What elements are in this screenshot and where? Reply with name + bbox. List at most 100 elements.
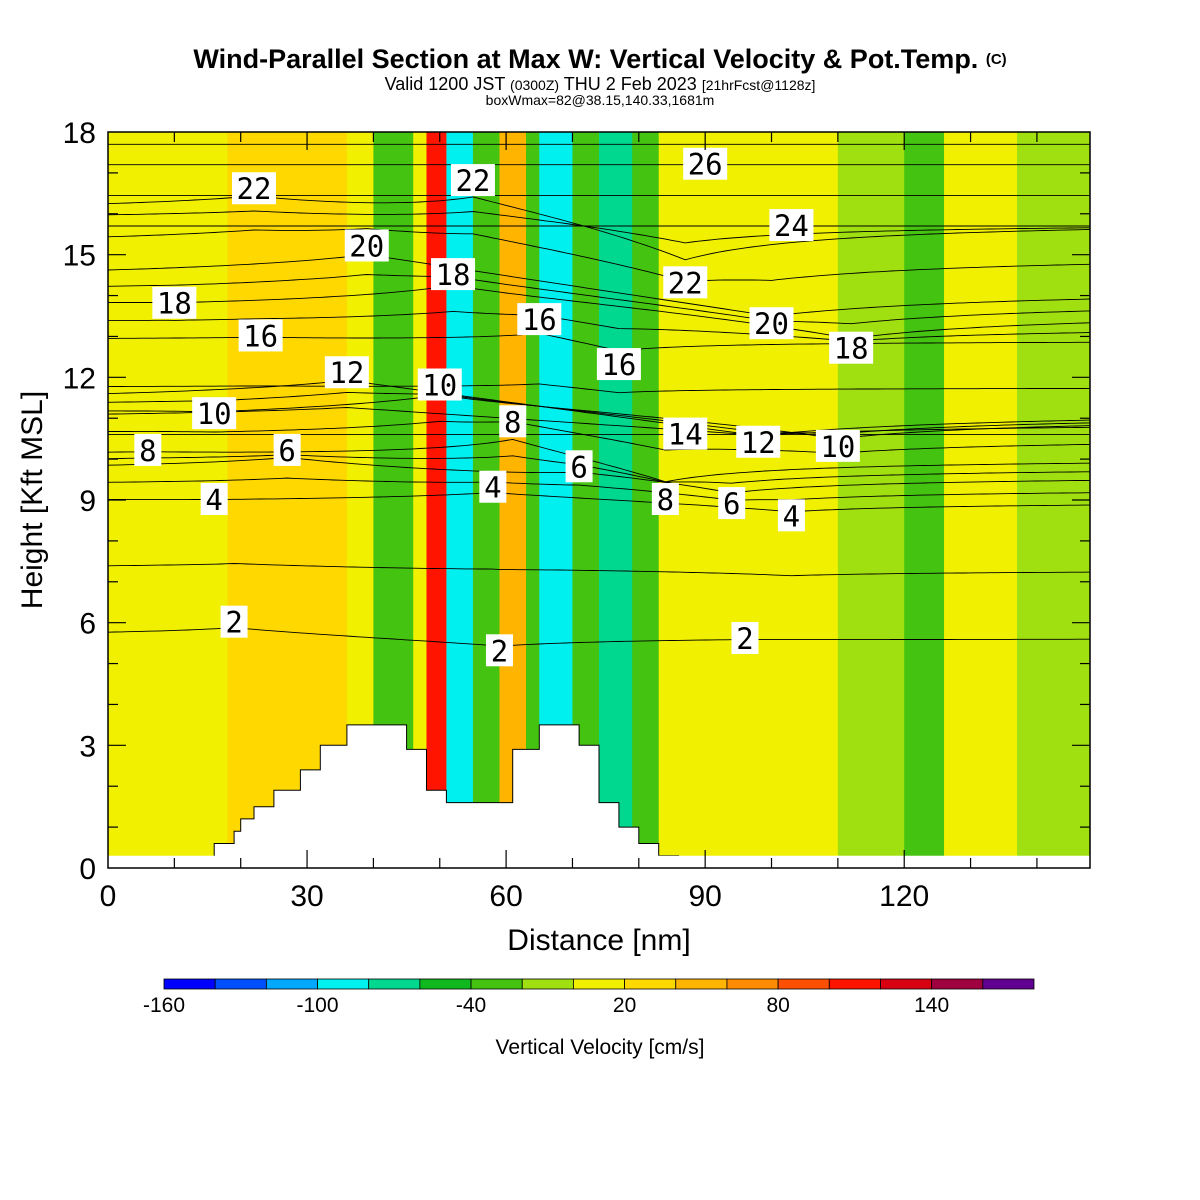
contour-label: 8: [134, 433, 162, 468]
contour-label: 8: [499, 405, 527, 439]
valid-date: THU 2 Feb 2023: [563, 74, 697, 94]
theta-contour-line: [108, 492, 1090, 513]
contour-label: 16: [517, 303, 562, 337]
colorbar-label: Vertical Velocity [cm/s]: [495, 1036, 705, 1059]
colorbar-swatch: [470, 978, 523, 990]
contour-label-box: [749, 307, 794, 340]
contour-label: 20: [749, 307, 794, 341]
colorbar-tick-label: -40: [456, 994, 486, 1017]
theta-contour-line: [108, 285, 1090, 340]
y-tick-label: 12: [63, 362, 96, 395]
contour-label-box: [485, 634, 513, 667]
theta-contour-line: [108, 456, 1090, 494]
contour-label-text: 10: [422, 369, 457, 403]
contour-label: 14: [663, 417, 708, 452]
x-tick-label: 30: [290, 880, 323, 913]
contour-label: 12: [736, 425, 781, 460]
x-tick-label: 120: [879, 880, 929, 913]
contour-label: 2: [731, 622, 759, 656]
contour-label-box: [344, 229, 389, 262]
contour-label-box: [651, 483, 679, 515]
colorbar-swatch: [317, 978, 370, 990]
x-tick-label: 0: [100, 880, 117, 913]
theta-contour-line: [108, 391, 1090, 435]
contour-label-text: 8: [139, 434, 156, 468]
contour-label-text: 12: [741, 426, 776, 460]
colorbar: -160 -100 -40 20 80 140: [143, 978, 1035, 1017]
contour-label-box: [718, 487, 746, 520]
contour-label: 10: [815, 429, 860, 464]
chart-title: Wind-Parallel Section at Max W: Vertical…: [0, 44, 1200, 75]
contour-label-text: 24: [774, 209, 809, 243]
contour-label-text: 20: [754, 307, 789, 341]
contour-label-box: [152, 286, 197, 319]
contour-label: 10: [417, 368, 462, 403]
colorbar-swatch: [419, 978, 472, 990]
colorbar-swatch: [368, 978, 421, 990]
contour-label-text: 4: [783, 499, 800, 533]
theta-contour-line: [108, 627, 1090, 647]
y-tick-label: 6: [79, 608, 96, 641]
contour-label: 18: [829, 331, 874, 366]
contour-label-text: 6: [570, 450, 587, 484]
contour-label-text: 10: [820, 430, 855, 464]
x-axis: 0 30 60 90 120 Distance [nm]: [100, 132, 1038, 957]
theta-contour-line: [108, 420, 1090, 454]
contour-label-text: 16: [522, 303, 557, 337]
contour-label-box: [450, 164, 495, 197]
contour-label-box: [431, 258, 476, 291]
contour-label: 6: [565, 450, 593, 484]
chart-title-text: Wind-Parallel Section at Max W: Vertical…: [193, 44, 979, 74]
contour-label-text: 4: [484, 471, 501, 505]
contour-label-box: [731, 622, 759, 655]
y-tick-label: 3: [79, 730, 96, 763]
contour-label: 26: [683, 147, 728, 182]
contour-label-text: 26: [688, 148, 723, 182]
theta-contour-line: [108, 379, 1090, 437]
contour-label-text: 6: [278, 434, 295, 468]
theta-contour-line: [108, 383, 1090, 394]
theta-contour-line: [108, 407, 1090, 436]
colorbar-swatch: [982, 978, 1035, 990]
colorbar-swatch: [675, 978, 728, 990]
contour-label-text: 18: [157, 287, 192, 321]
colorbar-swatch: [828, 978, 881, 990]
x-axis-label: Distance [nm]: [507, 924, 690, 957]
colorbar-tick-label: 140: [914, 994, 949, 1017]
y-tick-label: 9: [79, 485, 96, 518]
theta-contour-line: [108, 477, 1090, 501]
valid-utc: (0300Z): [510, 77, 560, 93]
chart-subtitle: Valid 1200 JST (0300Z) THU 2 Feb 2023 [2…: [0, 74, 1200, 95]
copyright-mark: (C): [985, 51, 1007, 68]
velocity-zone: [837, 132, 905, 868]
ground-strip: [108, 855, 1090, 868]
colorbar-swatch: [214, 978, 267, 990]
velocity-zone: [904, 132, 945, 868]
contour-label-text: 2: [736, 622, 753, 656]
colorbar-tick-label: -100: [297, 994, 339, 1017]
contour-label: 12: [324, 356, 369, 390]
colorbar-swatch: [573, 978, 625, 990]
theta-contour-line: [108, 563, 1090, 577]
velocity-zone: [413, 132, 427, 868]
contour-label: 6: [718, 487, 746, 521]
colorbar-tick-label: -160: [143, 994, 185, 1017]
forecast-info: [21hrFcst@1128z]: [701, 77, 816, 93]
contour-label-box: [273, 433, 301, 466]
contour-label-box: [479, 470, 507, 503]
velocity-zone: [446, 132, 474, 868]
theta-contour-line: [108, 394, 1090, 440]
theta-contour-line: [108, 228, 1090, 282]
colorbar-swatch: [521, 978, 574, 990]
contour-label: 8: [651, 483, 679, 517]
colorbar-swatch: [880, 978, 933, 990]
contour-label-text: 14: [668, 418, 703, 452]
contour-label: 18: [152, 286, 197, 321]
contour-label: 22: [231, 172, 276, 206]
contour-label-text: 6: [723, 487, 740, 521]
contour-label-text: 8: [657, 483, 674, 517]
colorbar-swatch: [163, 978, 216, 990]
velocity-zone: [944, 132, 1018, 868]
contour-label: 16: [238, 319, 283, 353]
